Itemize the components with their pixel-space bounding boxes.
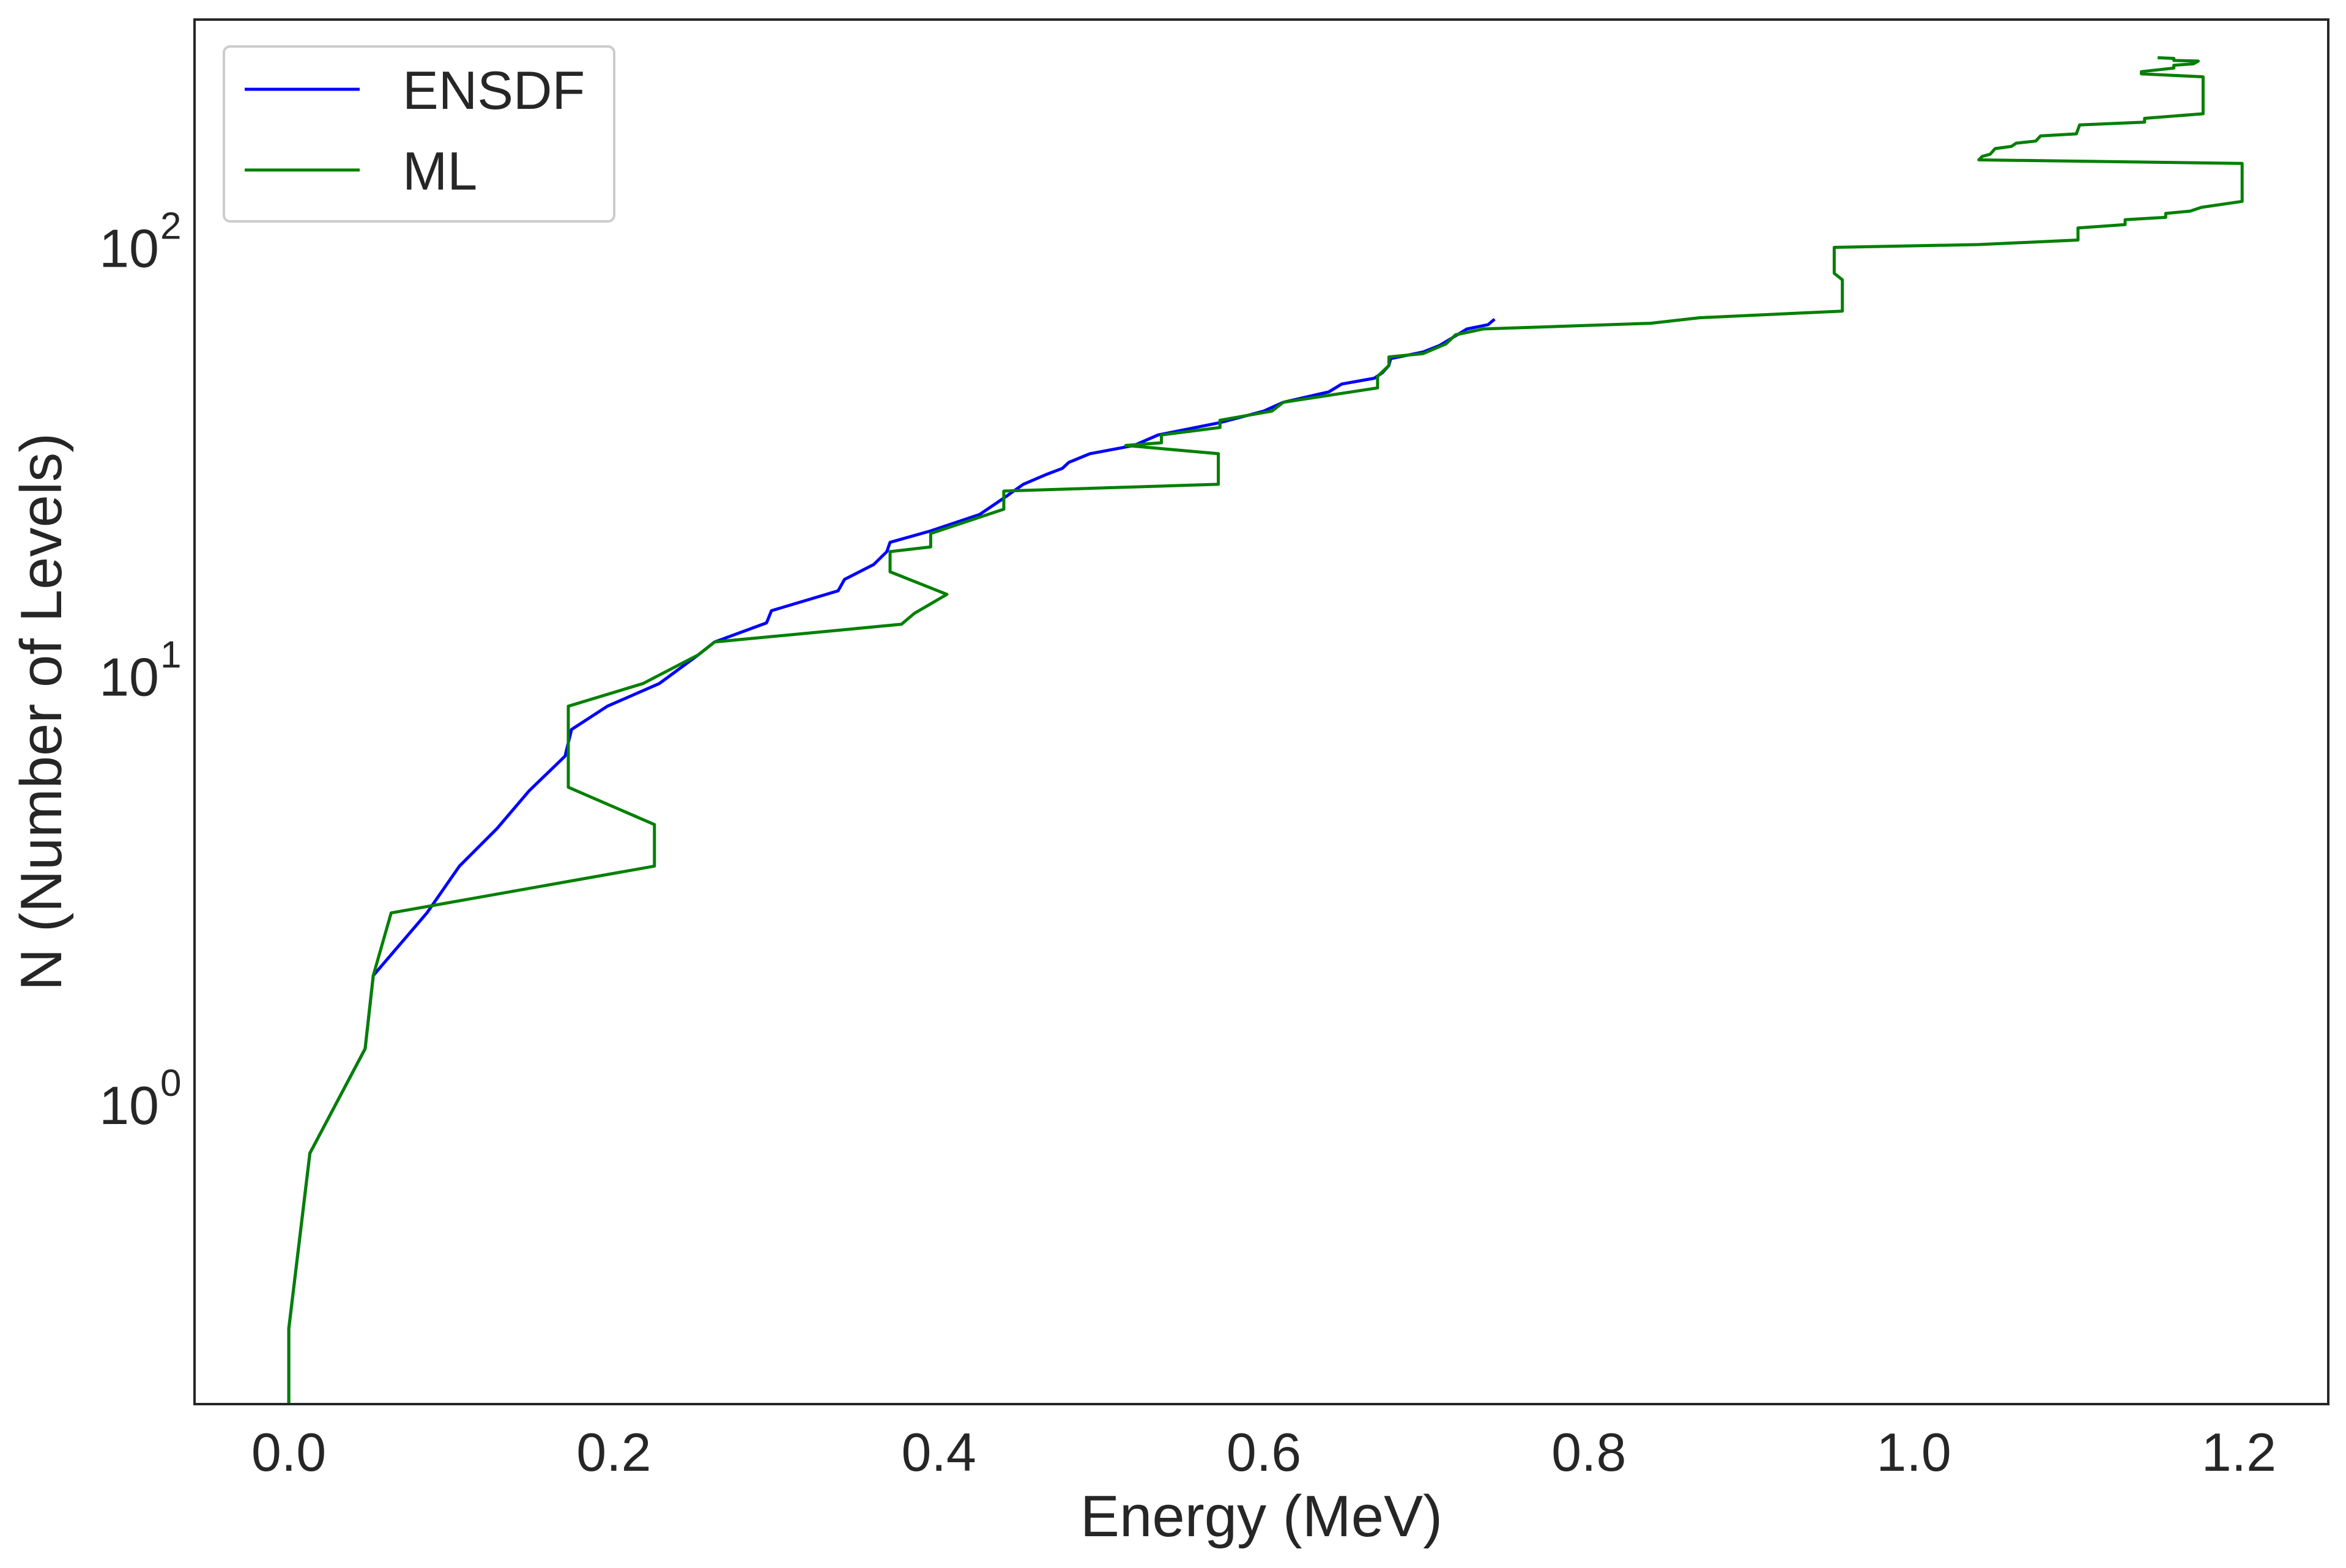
legend: ENSDF ML — [223, 45, 615, 223]
x-tick-label: 0.0 — [251, 1422, 326, 1482]
y-tick-label: 10 2 — [99, 205, 181, 278]
y-tick-base: 10 — [99, 1075, 159, 1136]
y-tick-exponent: 0 — [160, 1062, 181, 1104]
series-line-ml — [287, 56, 2244, 1404]
x-tick-label: 0.2 — [576, 1422, 651, 1482]
plot-frame — [193, 18, 2329, 1405]
legend-label-ml: ML — [403, 141, 477, 201]
x-tick-label: 0.8 — [1551, 1422, 1626, 1482]
y-tick-label: 10 1 — [99, 634, 181, 707]
x-tick-label: 1.0 — [1876, 1422, 1951, 1482]
y-tick-base: 10 — [99, 218, 159, 278]
x-tick-label: 0.6 — [1227, 1422, 1301, 1482]
x-tick-label: 0.4 — [902, 1422, 976, 1482]
x-axis-label: Energy (MeV) — [1080, 1484, 1442, 1549]
legend-label-ensdf: ENSDF — [403, 60, 585, 120]
x-tick-label: 1.2 — [2202, 1422, 2276, 1482]
plot-layer — [287, 56, 2244, 1404]
y-tick-label: 10 0 — [99, 1062, 181, 1136]
x-tick-labels: 0.0 0.2 0.4 0.6 0.8 1.0 1.2 — [251, 1422, 2276, 1482]
y-tick-base: 10 — [99, 646, 159, 707]
y-tick-exponent: 1 — [160, 634, 181, 676]
y-tick-exponent: 2 — [160, 205, 181, 247]
y-axis-label: N (Number of Levels) — [9, 433, 74, 991]
